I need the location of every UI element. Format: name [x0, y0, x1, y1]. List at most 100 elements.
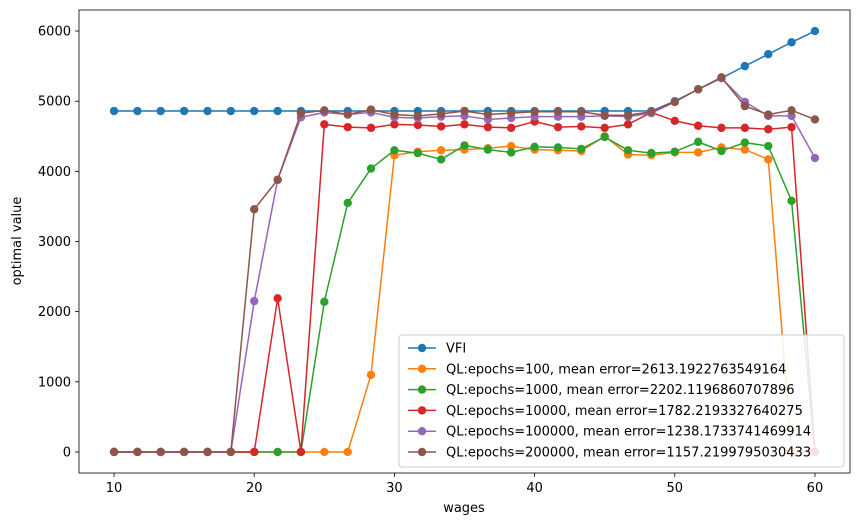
data-point: [460, 120, 469, 129]
legend-entry: QL:epochs=10000, mean error=1782.2193327…: [408, 404, 803, 419]
data-point: [623, 120, 633, 129]
data-point: [460, 141, 469, 150]
data-point: [436, 122, 446, 131]
data-point: [273, 294, 282, 303]
data-point: [530, 107, 539, 116]
data-point: [296, 447, 306, 457]
data-point: [600, 132, 609, 142]
data-point: [506, 108, 516, 118]
data-point: [647, 107, 656, 116]
data-point: [226, 106, 236, 116]
data-point: [740, 61, 750, 71]
legend-label: QL:epochs=100, mean error=2613.192276354…: [446, 362, 786, 377]
data-point: [483, 145, 493, 154]
data-point: [577, 144, 586, 154]
y-axis-label: optimal value: [10, 197, 25, 286]
data-point: [413, 148, 423, 158]
legend-marker: [417, 343, 427, 353]
x-axis-label: wages: [443, 501, 485, 516]
data-point: [764, 155, 773, 164]
data-point: [553, 107, 563, 116]
data-point: [764, 110, 773, 119]
data-point: [506, 148, 516, 157]
data-point: [320, 297, 329, 307]
y-tick-label: 0: [63, 445, 71, 460]
data-point: [156, 106, 165, 116]
data-point: [179, 106, 189, 116]
data-point: [553, 122, 563, 132]
data-point: [366, 123, 376, 133]
legend-marker: [417, 406, 427, 415]
data-point: [670, 116, 679, 126]
legend-box: [398, 334, 845, 468]
data-point: [343, 447, 352, 457]
data-point: [250, 296, 259, 306]
data-point: [343, 110, 352, 119]
data-point: [413, 111, 423, 121]
data-point: [506, 141, 516, 151]
data-point: [647, 148, 656, 158]
data-point: [693, 137, 703, 147]
data-point: [530, 142, 539, 151]
legend-entry: QL:epochs=200000, mean error=1157.219979…: [408, 446, 811, 461]
data-point: [764, 141, 773, 151]
data-point: [366, 164, 376, 173]
data-point: [460, 106, 469, 116]
data-point: [250, 106, 259, 116]
data-point: [156, 447, 165, 457]
y-tick-label: 3000: [38, 235, 71, 250]
legend-marker: [417, 447, 427, 457]
data-point: [553, 143, 563, 152]
data-point: [764, 50, 773, 59]
data-point: [810, 115, 820, 124]
legend-marker: [417, 385, 427, 394]
data-point: [717, 146, 726, 156]
data-point: [740, 138, 750, 147]
data-point: [133, 447, 142, 457]
data-point: [577, 122, 586, 131]
data-point: [693, 148, 703, 157]
legend-label: QL:epochs=10000, mean error=1782.2193327…: [446, 404, 803, 419]
x-tick-label: 60: [807, 481, 824, 496]
legend-entry: QL:epochs=100, mean error=2613.192276354…: [408, 362, 786, 377]
data-point: [436, 155, 446, 164]
data-point: [764, 125, 773, 134]
x-tick-label: 30: [386, 481, 403, 496]
x-tick-label: 20: [246, 481, 263, 496]
data-point: [203, 447, 212, 457]
y-tick-label: 1000: [38, 375, 71, 390]
data-point: [203, 106, 212, 116]
data-point: [600, 111, 609, 120]
data-point: [133, 106, 142, 116]
data-point: [109, 447, 119, 457]
data-point: [623, 146, 633, 155]
legend-entry: VFI: [408, 342, 466, 357]
x-tick-label: 10: [106, 481, 123, 496]
legend-marker: [417, 364, 427, 373]
data-point: [810, 26, 820, 36]
data-point: [390, 110, 399, 119]
data-point: [390, 146, 399, 155]
data-point: [413, 120, 423, 130]
data-point: [810, 153, 820, 163]
x-tick-label: 50: [666, 481, 683, 496]
data-point: [577, 107, 586, 116]
data-point: [273, 106, 282, 116]
legend-label: VFI: [446, 342, 466, 357]
data-point: [623, 111, 633, 120]
legend-entry: QL:epochs=1000, mean error=2202.11968607…: [408, 383, 795, 398]
x-tick-label: 40: [526, 481, 543, 496]
legend-entry: QL:epochs=100000, mean error=1238.173374…: [408, 425, 811, 440]
data-point: [366, 105, 376, 114]
data-point: [740, 123, 750, 133]
data-point: [717, 73, 726, 82]
data-point: [109, 106, 119, 116]
legend-marker: [417, 427, 427, 436]
data-point: [717, 123, 726, 133]
axes-layer: 10 20 30 40 50 60 0 1000 2000 3000 4000 5000 6000: [38, 9, 851, 496]
legend-label: QL:epochs=200000, mean error=1157.219979…: [446, 446, 811, 461]
data-point: [787, 196, 796, 206]
data-point: [740, 101, 750, 111]
data-point: [436, 109, 446, 119]
y-tick-label: 5000: [38, 95, 71, 110]
